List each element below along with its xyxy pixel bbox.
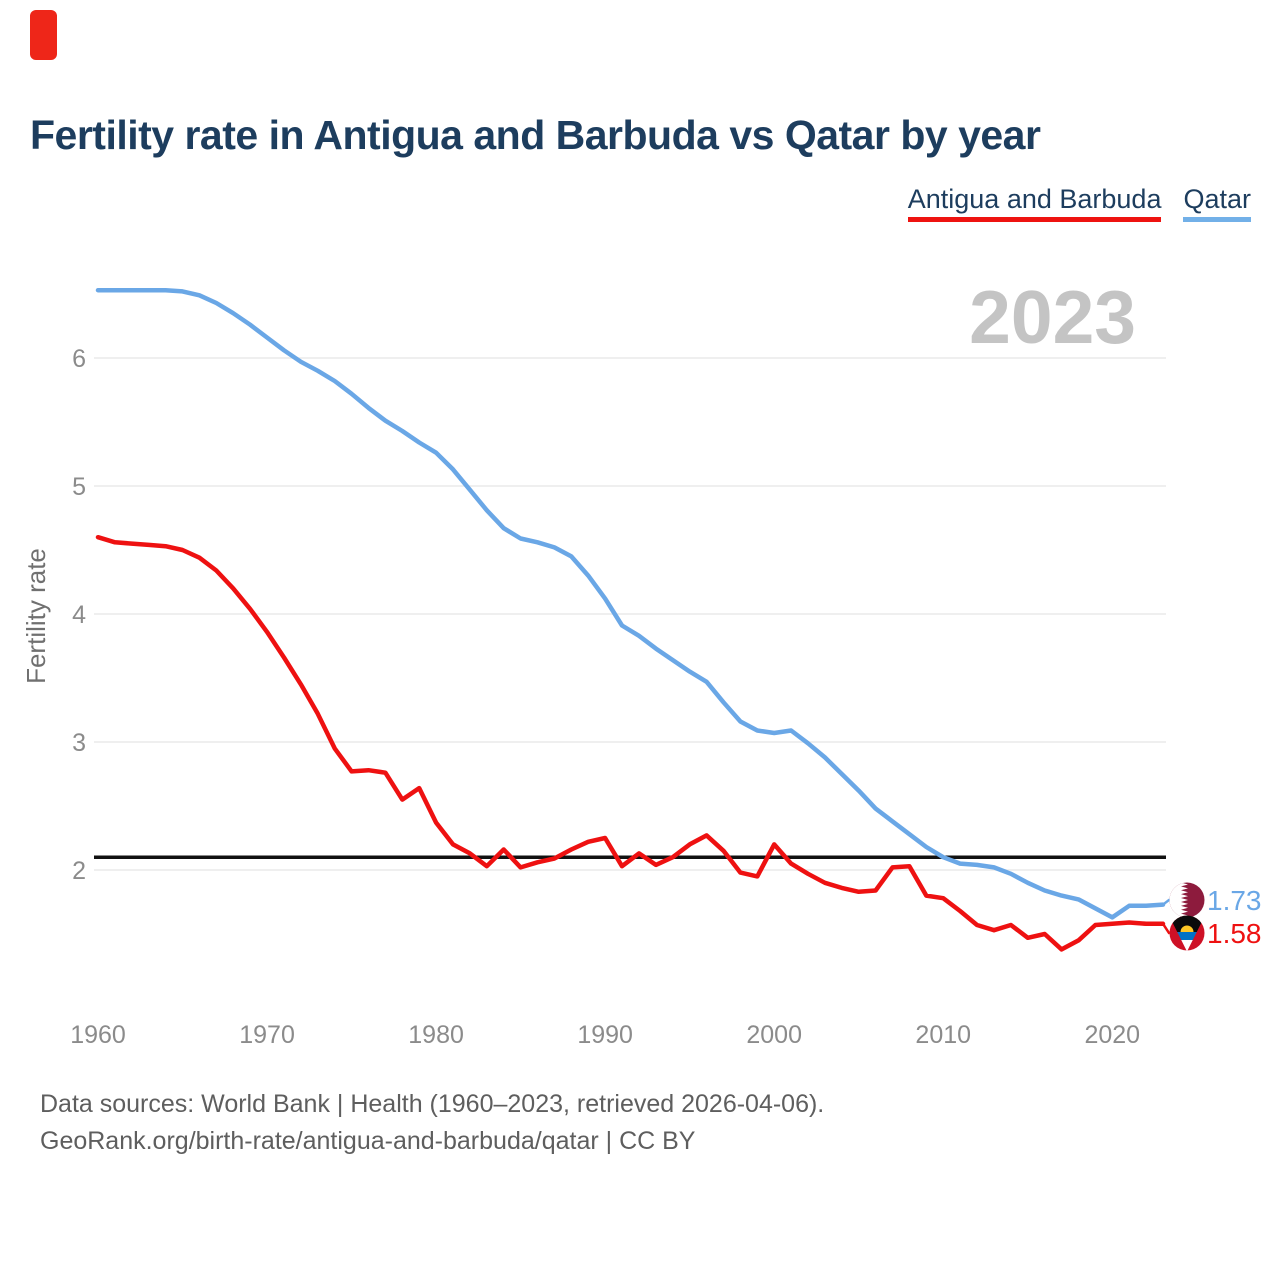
x-tick-label: 1960 xyxy=(70,1021,126,1049)
y-tick-label: 5 xyxy=(72,473,86,501)
legend: Antigua and Barbuda Qatar xyxy=(907,185,1251,223)
x-tick-label: 2020 xyxy=(1084,1021,1140,1049)
end-value-qatar: 1.73 xyxy=(1207,885,1262,916)
series-line-qatar xyxy=(95,287,1166,920)
qatar-flag-icon xyxy=(1169,882,1205,918)
brand-mark xyxy=(30,10,57,60)
x-tick-label: 2010 xyxy=(915,1021,971,1049)
y-tick-label: 3 xyxy=(72,729,86,757)
y-tick-label: 6 xyxy=(72,345,86,373)
x-tick-label: 2000 xyxy=(746,1021,802,1049)
series-line-antigua-and-barbuda xyxy=(95,534,1166,952)
legend-item-antigua-and-barbuda[interactable]: Antigua and Barbuda xyxy=(907,185,1162,223)
y-tick-label: 4 xyxy=(72,601,86,629)
legend-item-qatar[interactable]: Qatar xyxy=(1183,185,1251,223)
footer-attribution: GeoRank.org/birth-rate/antigua-and-barbu… xyxy=(40,1127,696,1155)
year-watermark: 2023 xyxy=(969,275,1136,359)
x-tick-label: 1990 xyxy=(577,1021,633,1049)
footer-sources: Data sources: World Bank | Health (1960–… xyxy=(40,1090,825,1118)
y-axis-label: Fertility rate xyxy=(21,548,51,684)
end-value-antigua-and-barbuda: 1.58 xyxy=(1207,918,1262,949)
antigua-and-barbuda-flag-icon xyxy=(1169,915,1205,951)
footer: Data sources: World Bank | Health (1960–… xyxy=(40,1086,824,1160)
end-connector-qatar xyxy=(1162,898,1170,906)
end-connector-antigua-and-barbuda xyxy=(1161,923,1171,935)
x-tick-label: 1980 xyxy=(408,1021,464,1049)
y-tick-label: 2 xyxy=(72,857,86,885)
x-tick-label: 1970 xyxy=(239,1021,295,1049)
page-title: Fertility rate in Antigua and Barbuda vs… xyxy=(30,112,1041,158)
